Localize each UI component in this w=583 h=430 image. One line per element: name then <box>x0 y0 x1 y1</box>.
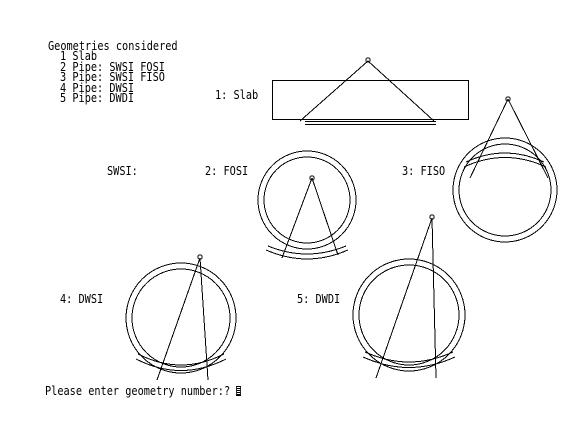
fiso-label: 3: FISO <box>402 163 446 178</box>
fosi-label: 2: FOSI <box>205 163 249 178</box>
fosi-beam-right <box>311 177 339 256</box>
dwsi-beam-right <box>199 257 209 381</box>
dwdi-beam-right <box>431 217 437 379</box>
dwdi-pipe-outer <box>352 258 466 372</box>
prompt-text: Please enter geometry number:? <box>45 383 237 398</box>
slab-diagram <box>272 57 469 125</box>
swsi-label: SWSI: <box>107 163 138 178</box>
menu-item-dwdi: 5 Pipe: DWDI <box>60 90 165 105</box>
menu-item-slab: 1 Slab <box>60 48 165 63</box>
fiso-diagram <box>452 96 558 243</box>
fiso-pipe-outer <box>452 137 558 243</box>
dwsi-detector-arc <box>137 353 225 366</box>
menu-item-label: Pipe: SWSI FOSI <box>72 58 165 74</box>
dwsi-pipe-inner <box>131 268 231 368</box>
dwsi-beam-left <box>156 257 201 381</box>
geometry-menu: 1 Slab 2 Pipe: SWSI FOSI 3 Pipe: SWSI FI… <box>60 48 188 105</box>
slab-label: 1: Slab <box>215 87 259 102</box>
menu-title: Geometries considered <box>48 38 178 53</box>
dwdi-diagram <box>352 214 466 379</box>
dwdi-detector-arc <box>362 356 456 368</box>
fiso-source-icon <box>505 96 511 102</box>
menu-item-swsi-fiso: 3 Pipe: SWSI FISO <box>60 69 165 84</box>
menu-item-label: Pipe: SWSI FISO <box>72 69 165 84</box>
fosi-diagram <box>257 150 357 260</box>
fosi-detector-arc <box>267 245 347 255</box>
menu-item-label: Slab <box>72 48 98 63</box>
fosi-beam-left <box>281 177 313 259</box>
slab-beam-left <box>299 60 369 122</box>
dwsi-detector-arc <box>135 358 227 371</box>
fosi-pipe-outer <box>257 150 357 250</box>
fiso-pipe-inner <box>458 143 552 237</box>
dwdi-label: 5: DWDI <box>297 291 341 306</box>
menu-item-label: Pipe: DWSI <box>72 79 135 95</box>
dwdi-pipe-inner <box>358 264 460 366</box>
fosi-source-icon <box>309 175 315 181</box>
menu-item-number: 4 <box>60 79 67 95</box>
dwdi-beam-left <box>375 217 433 379</box>
menu-item-number: 1 <box>60 48 67 63</box>
fiso-detector-arc <box>465 152 545 163</box>
dwsi-source-icon <box>197 254 203 260</box>
fosi-pipe-inner <box>263 156 351 244</box>
menu-item-number: 2 <box>60 58 67 74</box>
menu-item-dwsi: 4 Pipe: DWSI <box>60 79 165 95</box>
fiso-beam-left <box>469 98 509 179</box>
geometry-prompt[interactable]: Please enter geometry number:? <box>45 383 242 398</box>
dwsi-diagram <box>125 254 237 381</box>
text-cursor[interactable] <box>236 386 242 396</box>
menu-item-number: 3 <box>60 69 67 84</box>
dwdi-detector-arc <box>364 351 454 363</box>
slab-plate <box>272 80 469 120</box>
dwsi-label: 4: DWSI <box>60 291 104 306</box>
fosi-detector-arc <box>265 249 349 260</box>
slab-beam-right <box>367 60 435 122</box>
fiso-detector-arc <box>463 157 547 168</box>
menu-item-label: Pipe: DWDI <box>72 90 135 105</box>
menu-item-number: 5 <box>60 90 67 105</box>
dwsi-pipe-outer <box>125 262 237 374</box>
dwdi-source-icon <box>429 214 435 220</box>
slab-source-icon <box>365 57 371 63</box>
menu-item-swsi-fosi: 2 Pipe: SWSI FOSI <box>60 58 165 74</box>
